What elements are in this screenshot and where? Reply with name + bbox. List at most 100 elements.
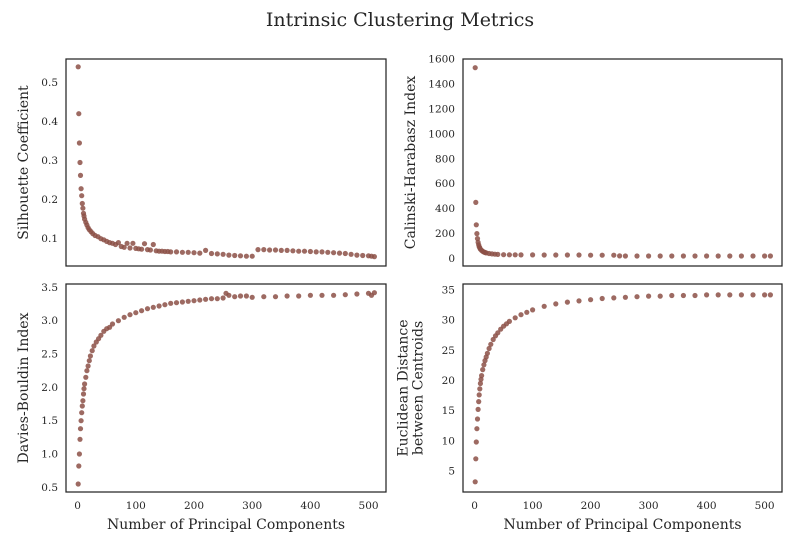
y-axis-label: between Centroids [411, 321, 427, 455]
x-tick-label: 300 [242, 500, 262, 512]
data-point [124, 240, 130, 246]
data-point [237, 293, 244, 299]
data-point [727, 253, 733, 259]
data-point [197, 297, 203, 303]
y-tick-label: 10 [442, 435, 455, 447]
data-point [133, 310, 139, 316]
data-point [267, 247, 273, 253]
y-tick-label: 2.5 [41, 349, 58, 361]
data-point [115, 318, 121, 324]
data-point [475, 406, 481, 412]
x-tick-label: 500 [755, 500, 775, 512]
data-point [150, 241, 156, 248]
data-point [646, 253, 652, 259]
data-point [79, 410, 85, 416]
plot-frame [65, 283, 387, 493]
data-point [82, 381, 88, 387]
data-point [208, 296, 215, 302]
data-point [767, 292, 774, 298]
data-point [704, 292, 710, 298]
panel-calinski: 0 200 400 600 800 1000 1200 1400 1600 Calinski-Ha… [403, 54, 783, 267]
data-point [512, 252, 518, 258]
data-point [226, 252, 232, 258]
data-point [319, 292, 325, 298]
data-point [185, 298, 191, 304]
x-tick-label: 0 [74, 500, 81, 512]
data-point [331, 292, 337, 298]
data-point [261, 247, 267, 253]
x-tick-label: 300 [639, 500, 659, 512]
data-point [144, 306, 151, 312]
data-point [76, 463, 82, 469]
panel-davies: 0.5 1.0 1.5 2.0 2.5 3.0 3.5 0 100 200 300 400 500 Num… [16, 282, 387, 533]
data-point [715, 253, 721, 259]
data-point [669, 253, 675, 259]
data-point [553, 301, 559, 307]
data-point [203, 247, 209, 253]
data-point [692, 253, 698, 259]
data-point [360, 252, 366, 259]
data-point [738, 253, 745, 259]
data-point [121, 244, 127, 250]
panel-silhouette: 0.1 0.2 0.3 0.4 0.5 Silhouette Coefficient [16, 58, 387, 267]
data-point [767, 253, 774, 259]
data-point [249, 294, 255, 300]
data-point [564, 252, 571, 258]
data-point [474, 416, 481, 422]
y-tick-label: 200 [435, 228, 455, 240]
data-point [232, 252, 238, 259]
data-point [307, 248, 313, 255]
data-point [588, 252, 594, 258]
data-point [692, 292, 698, 299]
y-tick-label: 0.5 [41, 482, 58, 494]
plot-frame [462, 283, 783, 493]
data-point [617, 253, 623, 259]
data-point [173, 300, 180, 306]
data-point [168, 300, 174, 306]
data-point [576, 252, 582, 258]
data-point [476, 399, 482, 405]
data-point [477, 386, 483, 392]
data-point [301, 248, 308, 254]
data-point [232, 294, 238, 300]
data-point [495, 251, 501, 257]
data-point [220, 251, 226, 257]
data-point [290, 248, 296, 254]
data-point [325, 249, 331, 255]
data-point [484, 350, 490, 356]
data-point [611, 252, 617, 258]
data-point [750, 292, 756, 298]
data-point [80, 391, 87, 397]
y-tick-label: 25 [442, 345, 455, 357]
data-point [599, 295, 605, 302]
data-point [208, 250, 215, 257]
data-point [87, 353, 93, 359]
data-point [226, 292, 232, 298]
data-point [541, 303, 547, 309]
data-point [121, 314, 127, 320]
data-point [296, 293, 302, 299]
data-point [371, 290, 377, 296]
data-point [139, 246, 145, 252]
data-point [214, 251, 220, 257]
data-point [284, 293, 290, 299]
data-point [78, 186, 84, 192]
x-tick-label: 400 [697, 500, 717, 512]
data-point [524, 309, 530, 315]
data-point [486, 345, 492, 352]
data-point [646, 293, 652, 299]
y-tick-label: 1600 [428, 54, 455, 66]
data-point [501, 252, 507, 258]
data-point [243, 293, 249, 299]
data-point [83, 374, 89, 380]
data-point [553, 252, 559, 258]
data-point [348, 251, 354, 257]
data-point [79, 403, 85, 409]
x-tick-label: 200 [184, 500, 204, 512]
y-tick-label: 15 [442, 405, 455, 417]
data-point [588, 297, 594, 303]
x-tick-label: 100 [126, 500, 146, 512]
data-point [477, 380, 483, 387]
data-point [77, 172, 84, 178]
y-tick-label: 2.0 [41, 382, 58, 394]
